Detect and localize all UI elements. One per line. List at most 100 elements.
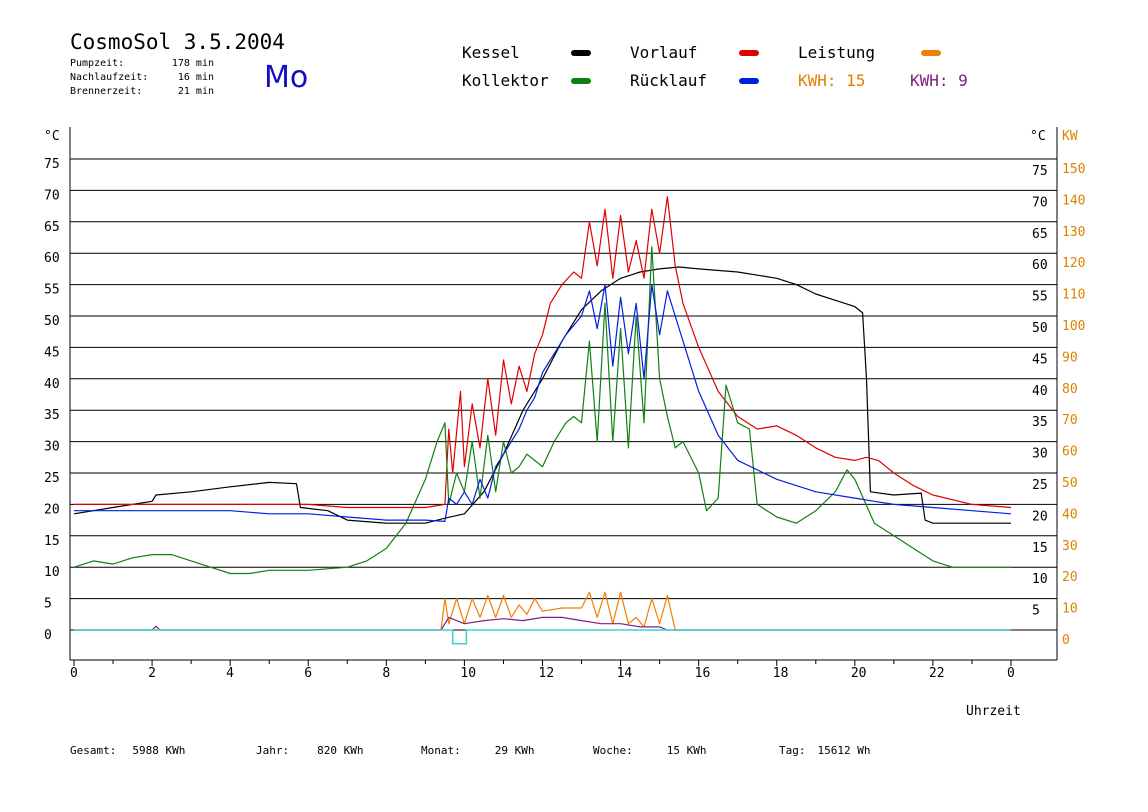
- total-gesamt: Gesamt: 5988 KWh: [70, 744, 185, 757]
- x-tick-label: 2: [148, 666, 156, 681]
- legend-label-vorlauf: Vorlauf: [630, 43, 698, 62]
- total-jahr: Jahr: 820 KWh: [256, 744, 363, 757]
- y-tick-label-left: 60: [44, 251, 60, 266]
- y-tick-label-right-power: 0: [1062, 633, 1070, 648]
- total-monat: Monat: 29 KWh: [421, 744, 535, 757]
- y-tick-label-right-temp: 65: [1032, 227, 1048, 242]
- y-tick-label-right-temp: 25: [1032, 478, 1048, 493]
- y-tick-label-left: 45: [44, 345, 60, 360]
- stat-label: Nachlaufzeit:: [70, 72, 149, 83]
- legend-label-ruecklauf: Rücklauf: [630, 71, 708, 90]
- x-tick-label: 8: [382, 666, 390, 681]
- series-line-kessel: [73, 266, 1011, 524]
- x-tick-label: 0: [70, 666, 78, 681]
- y-tick-label-right-temp: 45: [1032, 352, 1048, 367]
- legend-label-kollektor: Kollektor: [462, 71, 549, 90]
- kwh-readout-1: KWH: 15: [798, 71, 865, 90]
- y-tick-label-right-power: 70: [1062, 413, 1078, 428]
- kwh-label: KWH:: [798, 71, 837, 90]
- y-tick-label-left: 75: [44, 157, 60, 172]
- x-tick-label: 10: [460, 666, 476, 681]
- y-tick-label-right-power: 80: [1062, 382, 1078, 397]
- x-tick-label: 0: [1007, 666, 1015, 681]
- legend-swatch-ruecklauf: [739, 78, 759, 84]
- y-tick-label-left: 70: [44, 188, 60, 203]
- total-value: 820 KWh: [317, 744, 364, 757]
- legend-swatch-vorlauf: [739, 50, 759, 56]
- x-tick-label: 20: [851, 666, 867, 681]
- total-label: Tag:: [779, 744, 806, 757]
- x-tick-label: 6: [304, 666, 312, 681]
- y-tick-label-left: 55: [44, 283, 60, 298]
- y-tick-label-left: 0: [44, 628, 52, 643]
- y-axis-unit-left: °C: [44, 129, 60, 144]
- y-tick-label-right-power: 150: [1062, 162, 1085, 177]
- y-tick-label-right-power: 120: [1062, 256, 1085, 271]
- y-tick-label-left: 10: [44, 565, 60, 580]
- total-value: 5988 KWh: [132, 744, 186, 757]
- legend-label-leistung: Leistung: [798, 43, 876, 62]
- series-line-kollektor: [73, 246, 1011, 575]
- total-label: Monat:: [421, 744, 461, 757]
- chart-title: CosmoSol 3.5.2004: [70, 30, 285, 54]
- y-tick-label-right-power: 130: [1062, 225, 1085, 240]
- y-tick-label-right-temp: 15: [1032, 541, 1048, 556]
- total-label: Gesamt:: [70, 744, 117, 757]
- y-tick-label-left: 20: [44, 502, 60, 517]
- y-tick-label-right-power: 60: [1062, 445, 1078, 460]
- y-tick-label-left: 15: [44, 534, 60, 549]
- x-tick-label: 12: [539, 666, 555, 681]
- stat-row: Nachlaufzeit: 16 min: [70, 71, 214, 85]
- y-tick-label-right-power: 90: [1062, 350, 1078, 365]
- y-axis-unit-right-temp: °C: [1030, 129, 1046, 144]
- y-tick-label-right-temp: 75: [1032, 164, 1048, 179]
- y-tick-label-right-temp: 30: [1032, 447, 1048, 462]
- series-line-r-cklauf: [74, 284, 1012, 523]
- y-tick-label-right-temp: 40: [1032, 384, 1048, 399]
- total-label: Jahr:: [256, 744, 290, 757]
- y-tick-label-right-power: 110: [1062, 288, 1085, 303]
- total-value: 29 KWh: [494, 744, 535, 757]
- y-tick-label-left: 25: [44, 471, 60, 486]
- series-line-vorlauf: [74, 196, 1012, 509]
- stat-label: Pumpzeit:: [70, 58, 125, 69]
- weekday-label: Mo: [264, 60, 309, 95]
- y-tick-label-left: 5: [44, 597, 52, 612]
- legend-label-kessel: Kessel: [462, 43, 520, 62]
- stat-label: Brennerzeit:: [70, 86, 143, 97]
- y-tick-label-right-power: 100: [1062, 319, 1085, 334]
- kwh-value: 15: [846, 71, 866, 90]
- x-tick-label: 18: [773, 666, 789, 681]
- y-tick-label-right-temp: 5: [1032, 604, 1040, 619]
- y-tick-label-right-power: 10: [1062, 602, 1078, 617]
- y-tick-label-left: 35: [44, 408, 60, 423]
- stat-value: 21 min: [177, 86, 214, 97]
- stat-value: 178 min: [171, 58, 214, 69]
- y-tick-label-left: 30: [44, 440, 60, 455]
- x-tick-label: 16: [695, 666, 711, 681]
- stat-row: Pumpzeit: 178 min: [70, 57, 214, 71]
- total-label: Woche:: [593, 744, 633, 757]
- y-tick-label-right-temp: 10: [1032, 572, 1048, 587]
- y-tick-label-right-power: 20: [1062, 570, 1078, 585]
- y-tick-label-right-temp: 60: [1032, 258, 1048, 273]
- x-axis-title: Uhrzeit: [966, 704, 1021, 719]
- y-tick-label-left: 40: [44, 377, 60, 392]
- y-tick-label-right-power: 30: [1062, 539, 1078, 554]
- y-tick-label-right-temp: 50: [1032, 321, 1048, 336]
- x-tick-label: 14: [617, 666, 633, 681]
- y-tick-label-right-power: 40: [1062, 507, 1078, 522]
- stat-value: 16 min: [177, 72, 214, 83]
- y-tick-label-right-power: 50: [1062, 476, 1078, 491]
- kwh-label: KWH:: [910, 71, 949, 90]
- x-tick-label: 4: [226, 666, 234, 681]
- y-tick-label-right-temp: 55: [1032, 290, 1048, 305]
- y-tick-label-right-temp: 35: [1032, 415, 1048, 430]
- kwh-value: 9: [958, 71, 968, 90]
- y-tick-label-right-temp: 20: [1032, 509, 1048, 524]
- y-tick-label-left: 50: [44, 314, 60, 329]
- total-woche: Woche: 15 KWh: [593, 744, 707, 757]
- x-tick-label: 22: [929, 666, 945, 681]
- y-tick-label-left: 65: [44, 220, 60, 235]
